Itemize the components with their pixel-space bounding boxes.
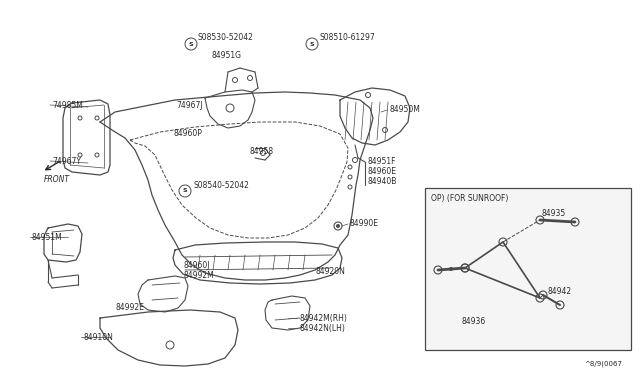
Text: 84990E: 84990E <box>350 219 379 228</box>
Text: 84942N(LH): 84942N(LH) <box>299 324 345 333</box>
Text: 84942: 84942 <box>548 288 572 296</box>
Text: 84951G: 84951G <box>212 51 242 60</box>
Text: S08540-52042: S08540-52042 <box>193 180 249 189</box>
Text: 84951M: 84951M <box>32 232 63 241</box>
Text: FRONT: FRONT <box>44 176 70 185</box>
Text: 84936: 84936 <box>462 317 486 327</box>
Text: 84935: 84935 <box>542 209 566 218</box>
Text: 84958: 84958 <box>249 148 273 157</box>
Text: 84940B: 84940B <box>367 177 396 186</box>
Text: 84960J: 84960J <box>183 262 209 270</box>
Text: ^8/9(0067: ^8/9(0067 <box>584 361 622 367</box>
Text: S08530-52042: S08530-52042 <box>198 33 254 42</box>
Text: 84920N: 84920N <box>316 267 346 276</box>
Text: 84992E: 84992E <box>115 304 144 312</box>
Text: 84942M(RH): 84942M(RH) <box>299 314 347 323</box>
Text: 74967J: 74967J <box>176 102 203 110</box>
Text: 84950M: 84950M <box>389 106 420 115</box>
Text: 74985M: 74985M <box>52 100 83 109</box>
Text: S: S <box>310 42 314 46</box>
Text: S: S <box>182 189 188 193</box>
Text: 84992M: 84992M <box>183 272 214 280</box>
Text: 84951F: 84951F <box>367 157 396 167</box>
Text: 84910N: 84910N <box>83 333 113 341</box>
Text: S08510-61297: S08510-61297 <box>320 33 376 42</box>
Circle shape <box>336 224 340 228</box>
Text: 74967Y: 74967Y <box>52 157 81 166</box>
Circle shape <box>449 267 453 271</box>
Text: 84960E: 84960E <box>367 167 396 176</box>
FancyBboxPatch shape <box>425 188 631 350</box>
Text: 84960P: 84960P <box>174 129 203 138</box>
Text: OP) (FOR SUNROOF): OP) (FOR SUNROOF) <box>431 193 508 202</box>
Text: S: S <box>189 42 193 46</box>
